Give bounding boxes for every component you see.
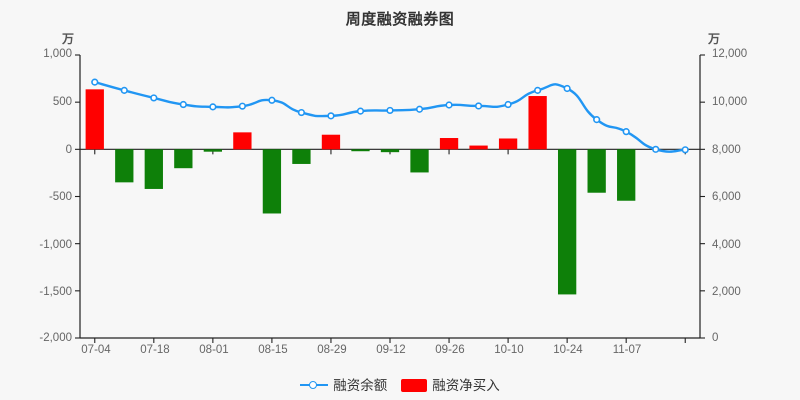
y-axis-left-tick: -2,000 [39, 332, 72, 344]
y-axis-right-tick: 12,000 [712, 48, 748, 60]
legend-item-net-purchase[interactable]: 融资净买入 [401, 377, 500, 393]
bar-10-17 [528, 96, 547, 150]
bar-swatch-icon [401, 378, 428, 392]
x-axis-tick: 10-10 [494, 344, 524, 356]
line-point-10-31 [593, 116, 601, 124]
line-point-09-19 [415, 105, 424, 113]
x-axis-tick: 07-18 [140, 344, 170, 356]
line-point-07-04 [91, 78, 99, 86]
page-title: 周度融资融券图 [345, 11, 455, 28]
bar-08-29 [321, 134, 341, 150]
bar-08-08 [233, 132, 252, 150]
line-point-10-24 [563, 84, 571, 93]
bar-07-04 [85, 89, 104, 150]
y-axis-right-tick: 8,000 [712, 144, 741, 156]
y-axis-right-tick: 6,000 [712, 191, 741, 203]
chart-axes [75, 54, 705, 343]
x-axis-tick: 08-29 [317, 344, 347, 356]
line-point-10-03 [474, 102, 483, 110]
line-series-group [91, 78, 689, 154]
y-axis-right-tick: 4,000 [712, 239, 741, 251]
bar-08-22 [292, 149, 311, 164]
line-point-10-10 [504, 100, 512, 109]
bar-10-10 [498, 138, 518, 150]
x-axis-tick: 11-07 [612, 344, 642, 356]
line-point-09-05 [356, 107, 365, 115]
legend-item-margin-balance[interactable]: 融资余额 [300, 377, 388, 393]
bar-series-group [85, 89, 636, 295]
x-axis-tick: 10-24 [553, 344, 583, 356]
bar-09-19 [410, 149, 429, 173]
bar-07-18 [144, 149, 163, 189]
line-point-08-22 [297, 108, 306, 117]
x-axis-tick: 08-15 [258, 344, 288, 356]
x-axis-tick: 08-01 [199, 344, 229, 356]
bar-11-07 [617, 149, 636, 201]
y-axis-right-tick: 0 [712, 332, 719, 344]
line-point-09-12 [386, 106, 394, 115]
line-point-11-21 [681, 146, 689, 154]
line-marker-icon [300, 379, 329, 391]
line-point-10-17 [534, 86, 542, 94]
bar-07-11 [115, 149, 134, 183]
bar-09-05 [351, 149, 370, 152]
y-axis-right-tick: 10,000 [712, 96, 748, 108]
legend-label: 融资余额 [333, 377, 388, 393]
line-point-08-01 [209, 103, 217, 111]
y-axis-left-tick: 0 [65, 144, 72, 156]
y-axis-left-tick: -500 [48, 191, 72, 203]
y-axis-left-tick: -1,000 [39, 239, 72, 251]
line-point-07-11 [120, 86, 128, 94]
bar-07-25 [174, 149, 193, 169]
line-point-11-07 [622, 128, 630, 136]
bar-10-03 [469, 145, 488, 150]
bar-08-01 [203, 149, 223, 152]
line-point-08-29 [327, 112, 335, 120]
x-axis-tick: 07-04 [81, 344, 111, 356]
line-point-08-08 [238, 102, 246, 110]
chart-legend: 融资余额 融资净买入 [0, 377, 800, 393]
left-axis-unit-label: 万 [62, 32, 75, 46]
line-point-07-25 [179, 100, 187, 109]
line-point-11-14 [652, 145, 660, 153]
x-axis-tick: 09-26 [435, 344, 465, 356]
y-axis-left-tick: 1,000 [43, 48, 72, 60]
y-axis-left-tick: -1,500 [39, 286, 72, 298]
x-axis-tick: 09-12 [376, 344, 406, 356]
bar-10-24 [557, 149, 577, 295]
y-axis-right-tick: 2,000 [712, 286, 741, 298]
line-point-07-18 [150, 94, 158, 102]
bar-10-31 [587, 149, 606, 193]
bar-09-26 [439, 138, 459, 150]
right-axis-unit-label: 万 [708, 32, 721, 46]
y-axis-left-tick: 500 [52, 96, 72, 108]
bar-09-12 [380, 149, 400, 153]
line-point-08-15 [268, 96, 276, 104]
legend-label: 融资净买入 [432, 377, 500, 393]
bar-08-15 [262, 149, 282, 214]
line-point-09-26 [445, 101, 453, 109]
